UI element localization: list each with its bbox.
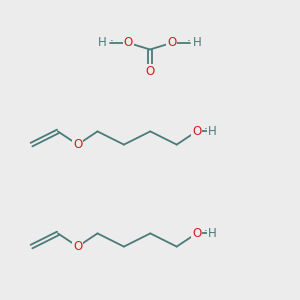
Text: ·: · [187, 35, 190, 48]
Text: O: O [73, 138, 82, 151]
Text: O: O [73, 240, 82, 253]
Text: H: H [208, 227, 217, 240]
Text: O: O [146, 64, 154, 78]
Text: O: O [192, 125, 201, 138]
Text: ·: · [110, 35, 113, 48]
Text: O: O [167, 36, 176, 50]
Text: ·: · [204, 123, 207, 136]
Text: H: H [98, 36, 107, 50]
Text: H: H [193, 36, 202, 50]
Text: O: O [192, 227, 201, 240]
Text: H: H [208, 125, 217, 138]
Text: O: O [124, 36, 133, 50]
Text: ·: · [204, 225, 207, 238]
